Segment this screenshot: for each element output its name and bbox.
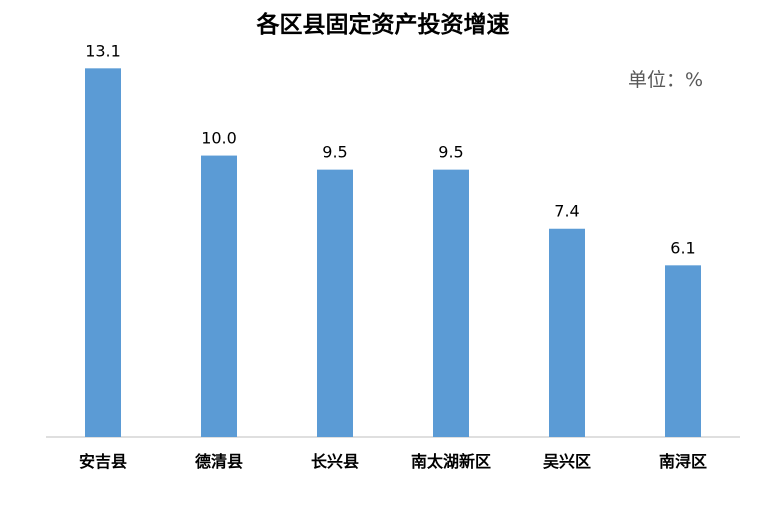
value-label-6: 6.1 bbox=[670, 238, 695, 257]
bar-4 bbox=[433, 169, 469, 437]
value-label-5: 7.4 bbox=[554, 202, 579, 221]
category-labels-group: 安吉县 德清县 长兴县 南太湖新区 吴兴区 南浔区 bbox=[79, 452, 707, 471]
category-label-6: 南浔区 bbox=[659, 452, 707, 471]
bar-5 bbox=[549, 228, 585, 437]
value-label-2: 10.0 bbox=[201, 129, 237, 148]
category-label-5: 吴兴区 bbox=[543, 452, 591, 471]
value-labels-group: 13.1 10.0 9.5 9.5 7.4 6.1 bbox=[85, 41, 696, 257]
bar-1 bbox=[85, 68, 121, 437]
category-label-1: 安吉县 bbox=[79, 452, 127, 471]
chart-title: 各区县固定资产投资增速 bbox=[256, 11, 510, 38]
bar-2 bbox=[201, 155, 237, 438]
value-label-4: 9.5 bbox=[438, 143, 463, 162]
bars-group bbox=[85, 68, 701, 438]
category-label-3: 长兴县 bbox=[311, 452, 359, 471]
unit-label: 单位：% bbox=[628, 69, 703, 91]
category-label-2: 德清县 bbox=[195, 452, 243, 471]
bar-6 bbox=[665, 265, 701, 437]
bar-3 bbox=[317, 169, 353, 437]
category-label-4: 南太湖新区 bbox=[411, 452, 491, 471]
value-label-1: 13.1 bbox=[85, 41, 121, 60]
value-label-3: 9.5 bbox=[322, 143, 347, 162]
